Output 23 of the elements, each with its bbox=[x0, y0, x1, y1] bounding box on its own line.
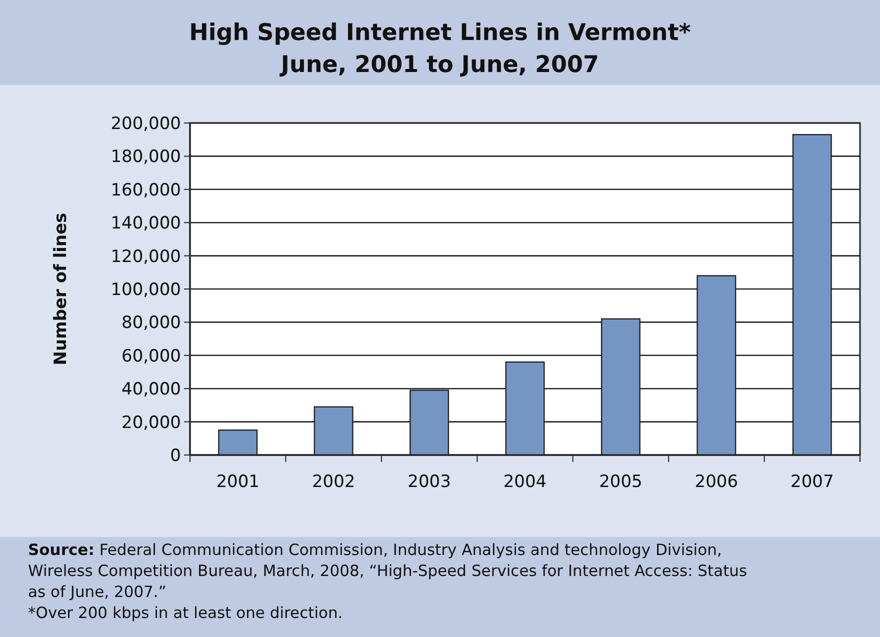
x-tick-label: 2003 bbox=[408, 472, 451, 492]
chart-subtitle: June, 2001 to June, 2007 bbox=[278, 52, 600, 78]
source-note: Source: Federal Communication Commission, Industry Analysis and technology Division, Wireless Competition Bureau, March, 2008, “High-Speed Services for Internet Access: Status as of June, 2007.” bbox=[28, 541, 748, 601]
y-tick-label: 20,000 bbox=[122, 412, 181, 433]
y-tick-label: 120,000 bbox=[110, 246, 181, 267]
y-tick-label: 0 bbox=[170, 446, 181, 466]
x-tick-label: 2007 bbox=[790, 472, 834, 492]
x-tick-label: 2004 bbox=[503, 472, 547, 492]
y-tick-label: 180,000 bbox=[110, 147, 181, 168]
y-tick-label: 40,000 bbox=[122, 380, 181, 400]
x-tick-label: 2001 bbox=[216, 472, 260, 492]
y-tick-label: 80,000 bbox=[122, 313, 181, 334]
y-tick-label: 160,000 bbox=[110, 180, 181, 200]
chart-title: High Speed Internet Lines in Vermont* bbox=[189, 20, 691, 46]
x-tick-label: 2006 bbox=[694, 472, 738, 492]
x-tick-label: 2002 bbox=[312, 472, 356, 492]
x-tick-label: 2005 bbox=[599, 472, 642, 492]
y-tick-label: 60,000 bbox=[122, 346, 181, 366]
y-axis-title: Number of lines bbox=[51, 212, 71, 366]
y-tick-label: 100,000 bbox=[110, 280, 181, 300]
y-tick-label: 200,000 bbox=[110, 114, 181, 134]
text: *Over 200 kbps in at least one direction. bbox=[28, 604, 343, 622]
y-tick-label: 140,000 bbox=[110, 214, 181, 234]
